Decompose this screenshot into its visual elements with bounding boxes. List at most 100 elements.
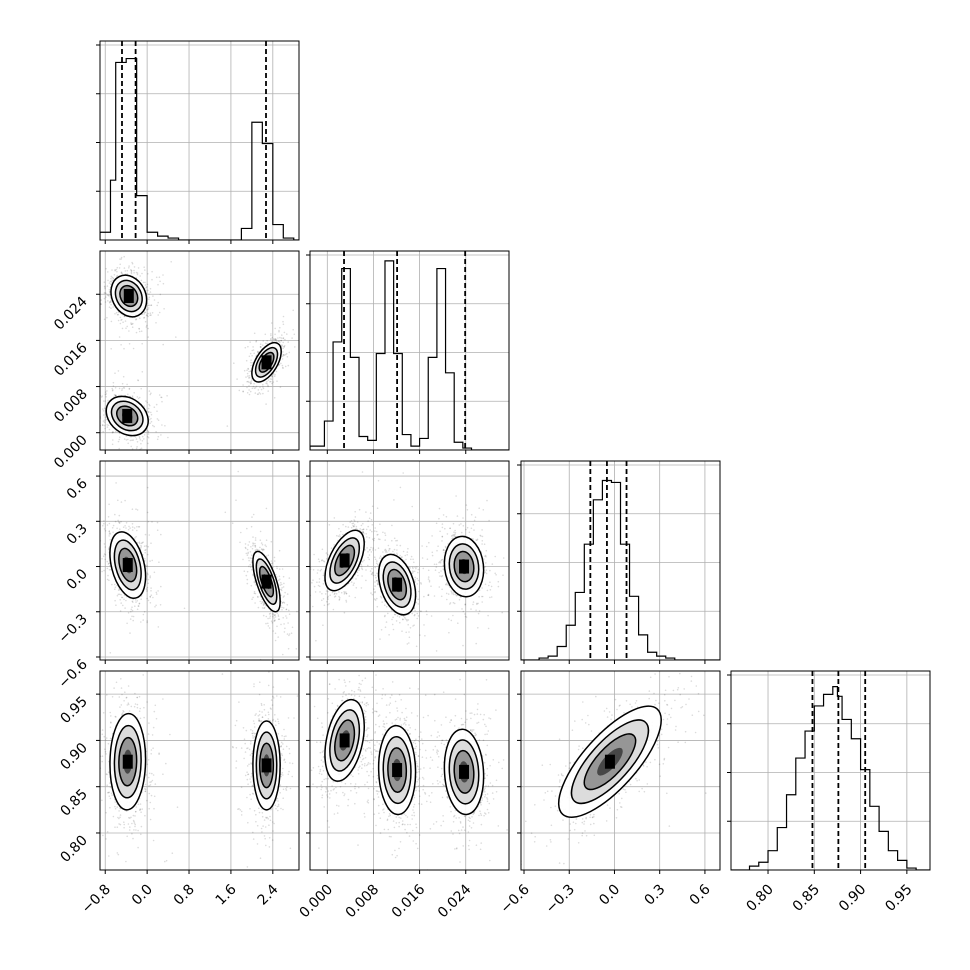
scatter-point xyxy=(267,622,269,625)
scatter-point xyxy=(139,275,141,277)
scatter-point xyxy=(326,596,329,599)
scatter-point xyxy=(407,547,409,550)
scatter-point xyxy=(319,569,322,572)
scatter-point xyxy=(291,337,293,339)
scatter-point xyxy=(361,575,363,577)
scatter-point xyxy=(329,594,332,596)
scatter-point xyxy=(163,308,165,310)
scatter-point xyxy=(103,424,106,427)
scatter-point xyxy=(253,352,255,355)
scatter-point xyxy=(349,521,352,523)
scatter-point xyxy=(368,558,371,561)
scatter-point xyxy=(127,393,129,396)
scatter-point xyxy=(259,600,262,603)
scatter-point xyxy=(103,553,106,555)
scatter-point xyxy=(250,561,253,564)
scatter-point xyxy=(282,323,285,326)
scatter-point xyxy=(269,378,272,380)
scatter-point xyxy=(129,527,131,529)
panel-content xyxy=(310,251,509,450)
scatter-point xyxy=(321,559,324,561)
scatter-point xyxy=(153,299,156,301)
scatter-point xyxy=(362,531,365,534)
scatter-point xyxy=(114,599,116,602)
scatter-point xyxy=(251,554,253,556)
scatter-point xyxy=(125,435,128,437)
scatter-point xyxy=(131,439,133,442)
histogram-p0 xyxy=(100,57,299,240)
scatter-point xyxy=(248,385,250,387)
scatter-point xyxy=(251,379,253,381)
scatter-point xyxy=(485,569,488,571)
density-peak xyxy=(122,558,133,573)
scatter-point xyxy=(150,304,152,307)
scatter-point xyxy=(94,253,96,255)
scatter-point xyxy=(339,530,342,533)
scatter-point xyxy=(265,622,267,625)
scatter-point xyxy=(148,293,150,295)
scatter-point xyxy=(132,615,135,618)
density-peak xyxy=(261,355,272,370)
scatter-point xyxy=(364,549,366,551)
scatter-point xyxy=(263,603,266,605)
scatter-point xyxy=(465,616,468,618)
scatter-point xyxy=(152,424,154,427)
scatter-point xyxy=(249,361,252,364)
scatter-point xyxy=(282,341,285,344)
scatter-point xyxy=(147,436,150,439)
scatter-point xyxy=(104,558,106,561)
scatter-point xyxy=(108,530,110,533)
panel-0-0 xyxy=(96,40,300,244)
scatter-point xyxy=(121,318,123,321)
scatter-point xyxy=(288,633,291,635)
scatter-point xyxy=(141,435,144,438)
scatter-point xyxy=(248,355,251,358)
scatter-point xyxy=(350,581,353,583)
scatter-point xyxy=(272,338,275,340)
scatter-point xyxy=(277,337,279,339)
scatter-point xyxy=(248,381,250,384)
scatter-point xyxy=(360,563,363,566)
scatter-point xyxy=(326,558,328,560)
scatter-point xyxy=(360,587,363,589)
scatter-point xyxy=(120,256,123,259)
scatter-point xyxy=(106,567,109,570)
scatter-point xyxy=(260,542,263,544)
scatter-point xyxy=(130,271,133,274)
contour-line xyxy=(254,346,279,378)
scatter-point xyxy=(143,313,146,315)
scatter-point xyxy=(352,525,355,528)
scatter-point xyxy=(151,278,153,281)
scatter-point xyxy=(276,567,278,570)
scatter-point xyxy=(143,434,146,436)
scatter-point xyxy=(370,519,373,521)
scatter-point xyxy=(147,431,149,433)
scatter-point xyxy=(294,346,296,348)
scatter-point xyxy=(151,270,153,273)
scatter-point xyxy=(107,516,110,518)
scatter-point xyxy=(95,545,97,547)
scatter-point xyxy=(109,280,112,283)
scatter-point xyxy=(118,432,121,435)
scatter-point xyxy=(267,625,270,627)
scatter-point xyxy=(246,527,248,530)
scatter-point xyxy=(276,625,278,628)
scatter-point xyxy=(339,535,341,538)
scatter-point xyxy=(130,322,132,324)
scatter-point xyxy=(282,596,285,598)
scatter-point xyxy=(270,380,272,383)
scatter-point xyxy=(140,387,142,390)
scatter-point xyxy=(396,554,399,556)
scatter-point xyxy=(143,405,145,407)
scatter-point xyxy=(108,535,110,537)
scatter-point xyxy=(373,588,375,590)
panel-content xyxy=(100,41,299,240)
scatter-point xyxy=(257,389,260,391)
scatter-point xyxy=(90,410,92,412)
scatter-point xyxy=(266,340,269,342)
scatter-point xyxy=(112,277,114,279)
scatter-point xyxy=(114,394,117,397)
scatter-point xyxy=(373,598,376,600)
scatter-point xyxy=(157,626,160,628)
